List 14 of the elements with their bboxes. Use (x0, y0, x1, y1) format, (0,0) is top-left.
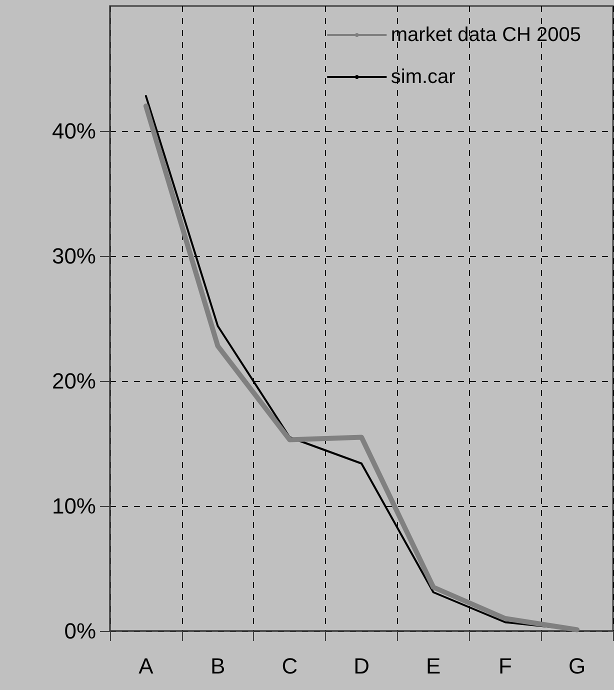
x-tick-label: G (568, 654, 586, 678)
x-tick-label: D (354, 654, 370, 678)
x-tick-label: F (498, 654, 512, 678)
y-tick-label: 10% (52, 494, 96, 518)
x-tick-label: A (138, 654, 154, 678)
y-tick-label: 30% (52, 244, 96, 268)
y-tick-label: 20% (52, 368, 96, 394)
y-tick-label: 0% (64, 618, 96, 644)
y-tick-label: 40% (52, 118, 96, 144)
x-tick-label: C (282, 654, 298, 678)
legend-label: sim.car (390, 66, 456, 88)
x-tick-label: B (210, 654, 226, 678)
x-tick-label: E (426, 654, 441, 678)
legend-label: market data CH 2005 (390, 24, 582, 46)
